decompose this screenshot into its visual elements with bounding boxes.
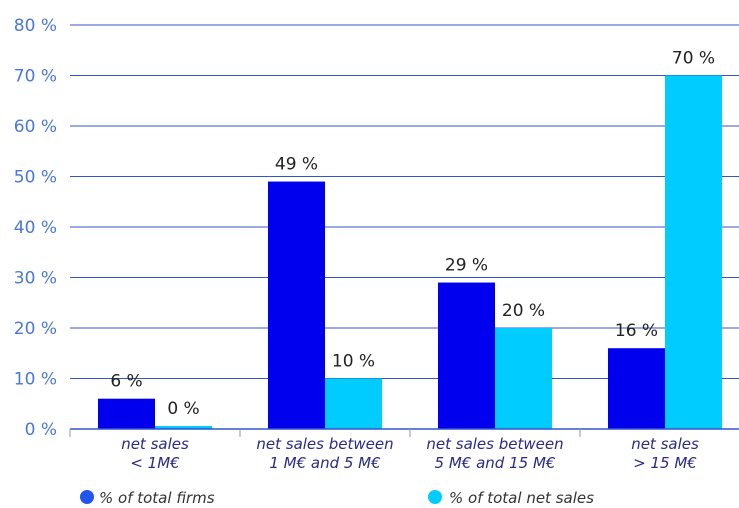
data-label-series2-cat2: 10 % [332,352,375,372]
y-tick-label-70: 70 % [14,67,57,87]
x-category-label-3-line-2: 5 M€ and 15 M€ [435,454,556,472]
x-category-label-2-line-2: 1 M€ and 5 M€ [269,454,381,472]
legend-marker-series2 [428,490,442,504]
x-category-label-4-line-2: > 15 M€ [633,454,697,472]
data-label-series1-cat4: 16 % [615,321,658,341]
x-category-label-2-line-1: net sales between [256,435,393,453]
y-tick-label-20: 20 % [14,319,57,339]
legend-label-series1: % of total firms [99,489,215,507]
y-tick-label-40: 40 % [14,218,57,238]
bar-series2-cat2 [325,378,382,429]
bar-series1-cat3 [438,282,495,429]
bar-series2-cat1 [155,426,212,429]
bars [98,75,722,429]
x-category-label-3-line-1: net sales between [426,435,563,453]
data-label-series2-cat1: 0 % [167,399,199,419]
gridlines [70,24,739,379]
x-category-label-4-line-1: net sales [631,435,699,453]
y-axis-tick-labels: 0 % 10 % 20 % 30 % 40 % 50 % 60 % 70 % 80 % [14,16,57,440]
data-label-series1-cat1: 6 % [110,372,142,392]
y-tick-label-80: 80 % [14,16,57,36]
legend-label-series2: % of total net sales [449,489,594,507]
x-category-label-1-line-2: < 1M€ [130,454,180,472]
bar-series1-cat4 [608,348,665,429]
legend-marker-series1 [80,490,94,504]
x-category-label-1-line-1: net sales [121,435,189,453]
data-label-series1-cat3: 29 % [445,256,488,276]
y-tick-label-50: 50 % [14,168,57,188]
bar-series2-cat4 [665,75,722,429]
bar-series1-cat1 [98,398,155,429]
y-tick-label-60: 60 % [14,117,57,137]
data-label-series2-cat4: 70 % [672,49,715,69]
data-labels: 6 % 0 % 49 % 10 % 29 % 20 % 16 % 70 % [110,49,715,420]
x-axis [69,428,739,437]
data-label-series2-cat3: 20 % [502,301,545,321]
y-tick-label-10: 10 % [14,370,57,390]
bar-series1-cat2 [268,181,325,429]
bar-series2-cat3 [495,328,552,429]
y-tick-label-0: 0 % [25,420,57,440]
y-tick-label-30: 30 % [14,269,57,289]
legend: % of total firms % of total net sales [80,489,594,507]
data-label-series1-cat2: 49 % [275,155,318,175]
